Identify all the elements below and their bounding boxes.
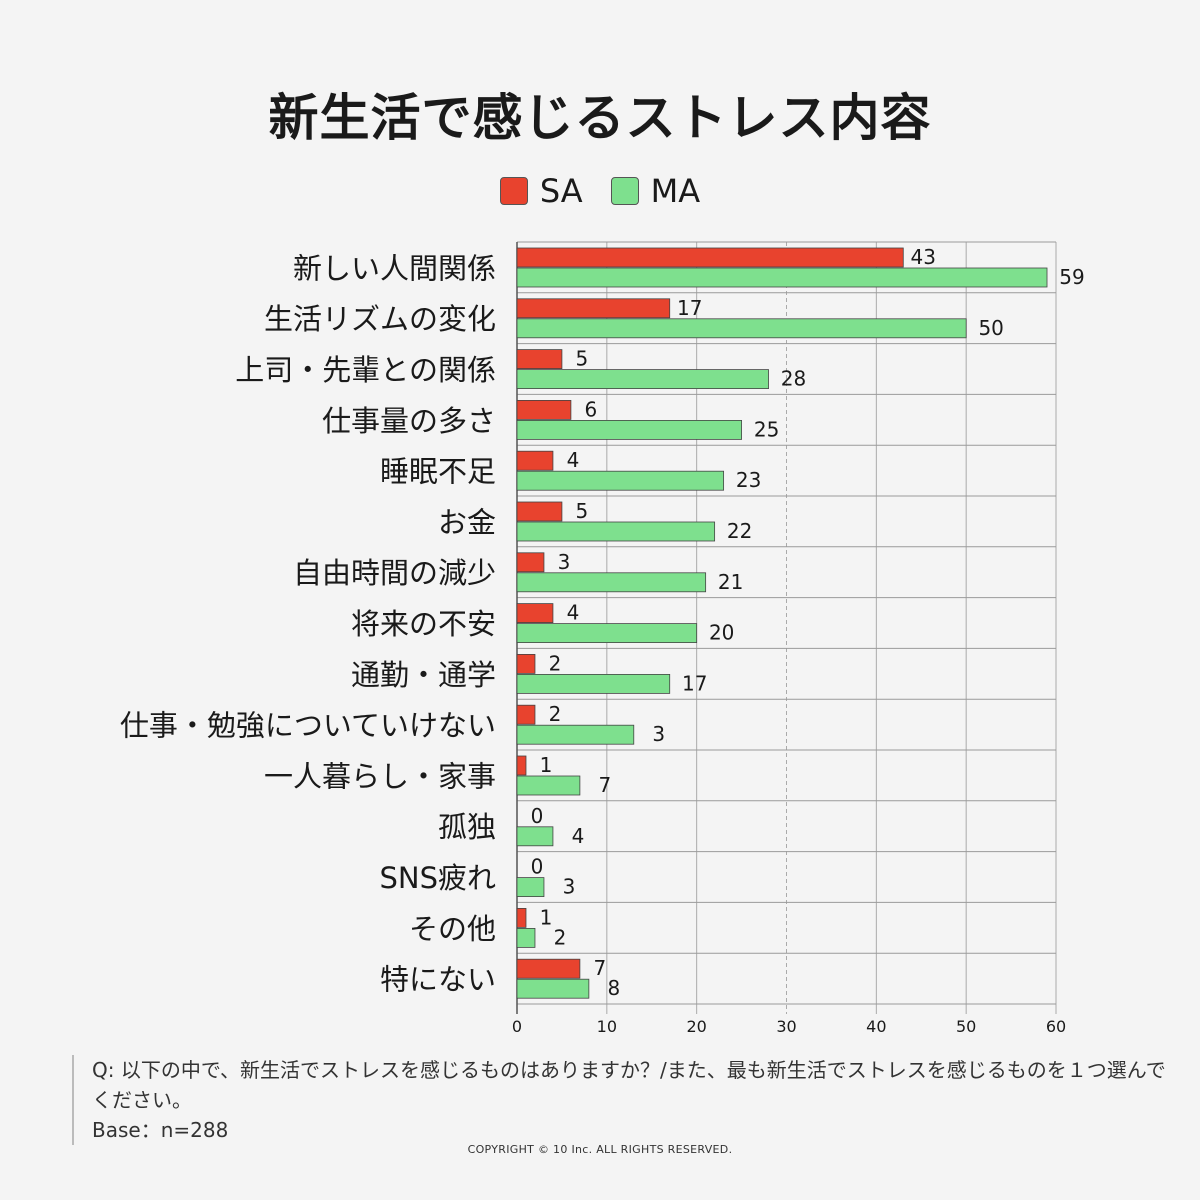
bar-ma: [516, 470, 725, 491]
data-label-ma: 7: [599, 773, 612, 797]
bar-ma: [516, 877, 545, 897]
legend-item-ma: MA: [610, 172, 701, 210]
data-label-sa: 2: [549, 651, 562, 675]
category-label: その他: [409, 912, 496, 946]
category-label: 自由時間の減少: [293, 556, 496, 590]
bar-sa: [516, 908, 527, 928]
data-label-ma: 50: [978, 316, 1003, 340]
data-label-sa: 4: [567, 448, 580, 472]
category-label: 仕事・勉強についていけない: [120, 709, 496, 743]
category-label: 特にない: [380, 963, 496, 997]
category-label: 新しい人間関係: [293, 251, 496, 285]
bar-sa: [516, 755, 527, 776]
copyright: COPYRIGHT © 10 Inc. ALL RIGHTS RESERVED.: [467, 1143, 733, 1156]
data-label-ma: 59: [1059, 265, 1084, 289]
category-label: 一人暮らし・家事: [264, 759, 496, 793]
bar-sa: [516, 603, 554, 623]
legend: SA MA: [0, 172, 1200, 210]
category-label: 睡眠不足: [380, 455, 496, 489]
bar-ma: [516, 674, 671, 694]
category-label: SNS疲れ: [379, 861, 496, 895]
data-label-ma: 3: [563, 875, 576, 899]
bar-sa: [516, 298, 671, 319]
footnote: Q: 以下の中で、新生活でストレスを感じるものはありますか？/また、最も新生活で…: [72, 1055, 1172, 1145]
chart-title: 新生活で感じるストレス内容: [268, 89, 932, 147]
category-label: 孤独: [438, 810, 496, 844]
category-label: お金: [438, 505, 496, 539]
category-label: 将来の不安: [351, 607, 496, 641]
x-tick-label: 50: [956, 1017, 976, 1036]
bar-sa: [516, 654, 536, 674]
x-tick-label: 60: [1046, 1017, 1066, 1036]
data-label-ma: 4: [572, 824, 585, 848]
data-label-ma: 2: [554, 925, 567, 949]
bar-sa: [516, 958, 581, 979]
legend-swatch-ma: [610, 177, 639, 205]
bar-ma: [516, 978, 590, 999]
bar-ma: [516, 572, 707, 593]
legend-label-sa: SA: [539, 172, 583, 210]
bar-ma: [516, 521, 716, 542]
data-label-sa: 17: [677, 296, 702, 320]
data-label-ma: 25: [754, 417, 779, 441]
data-label-ma: 20: [709, 621, 734, 645]
data-label-ma: 21: [718, 570, 743, 594]
data-label-sa: 1: [540, 753, 553, 777]
data-label-ma: 23: [736, 468, 761, 492]
legend-item-sa: SA: [499, 172, 583, 210]
data-label-sa: 3: [558, 550, 571, 574]
bar-sa: [516, 552, 545, 573]
bar-ma: [516, 419, 742, 440]
bar-ma: [516, 775, 581, 796]
category-label: 上司・先輩との関係: [235, 353, 496, 387]
data-label-sa: 0: [531, 804, 544, 828]
data-label-ma: 17: [682, 671, 707, 695]
data-label-sa: 7: [594, 956, 607, 980]
bar-ma: [516, 369, 769, 390]
data-label-ma: 28: [781, 367, 806, 391]
data-label-sa: 5: [576, 347, 589, 371]
bar-sa: [516, 349, 563, 370]
bar-sa: [516, 247, 904, 268]
x-tick-label: 40: [866, 1017, 886, 1036]
bar-ma: [516, 826, 554, 847]
bar-sa: [516, 704, 536, 725]
bar-sa: [516, 450, 554, 471]
x-tick-label: 0: [512, 1017, 522, 1036]
category-label: 生活リズムの変化: [264, 302, 496, 336]
bar-ma: [516, 724, 635, 745]
x-tick-label: 30: [776, 1017, 796, 1036]
data-label-ma: 22: [727, 519, 752, 543]
data-label-sa: 6: [585, 397, 598, 421]
data-label-sa: 43: [911, 245, 936, 269]
bar-sa: [516, 501, 563, 522]
data-label-sa: 5: [576, 499, 589, 523]
footnote-question: Q: 以下の中で、新生活でストレスを感じるものはありますか？/また、最も新生活で…: [92, 1058, 1166, 1112]
bar-sa: [516, 399, 572, 420]
data-label-ma: 3: [652, 722, 665, 746]
data-label-sa: 4: [567, 601, 580, 625]
footnote-base: Base：n=288: [92, 1118, 229, 1142]
data-label-ma: 8: [607, 976, 620, 1000]
bar-ma: [516, 928, 536, 948]
legend-label-ma: MA: [650, 172, 701, 210]
data-label-sa: 1: [540, 905, 553, 929]
x-tick-label: 20: [686, 1017, 706, 1036]
category-label: 通勤・通学: [351, 658, 496, 692]
data-label-sa: 0: [531, 855, 544, 879]
x-tick-label: 10: [597, 1017, 617, 1036]
bar-ma: [516, 623, 698, 643]
legend-swatch-sa: [499, 177, 528, 205]
bar-ma: [516, 318, 967, 339]
category-label: 仕事量の多さ: [322, 404, 496, 438]
data-label-sa: 2: [549, 702, 562, 726]
bar-ma: [516, 267, 1048, 288]
